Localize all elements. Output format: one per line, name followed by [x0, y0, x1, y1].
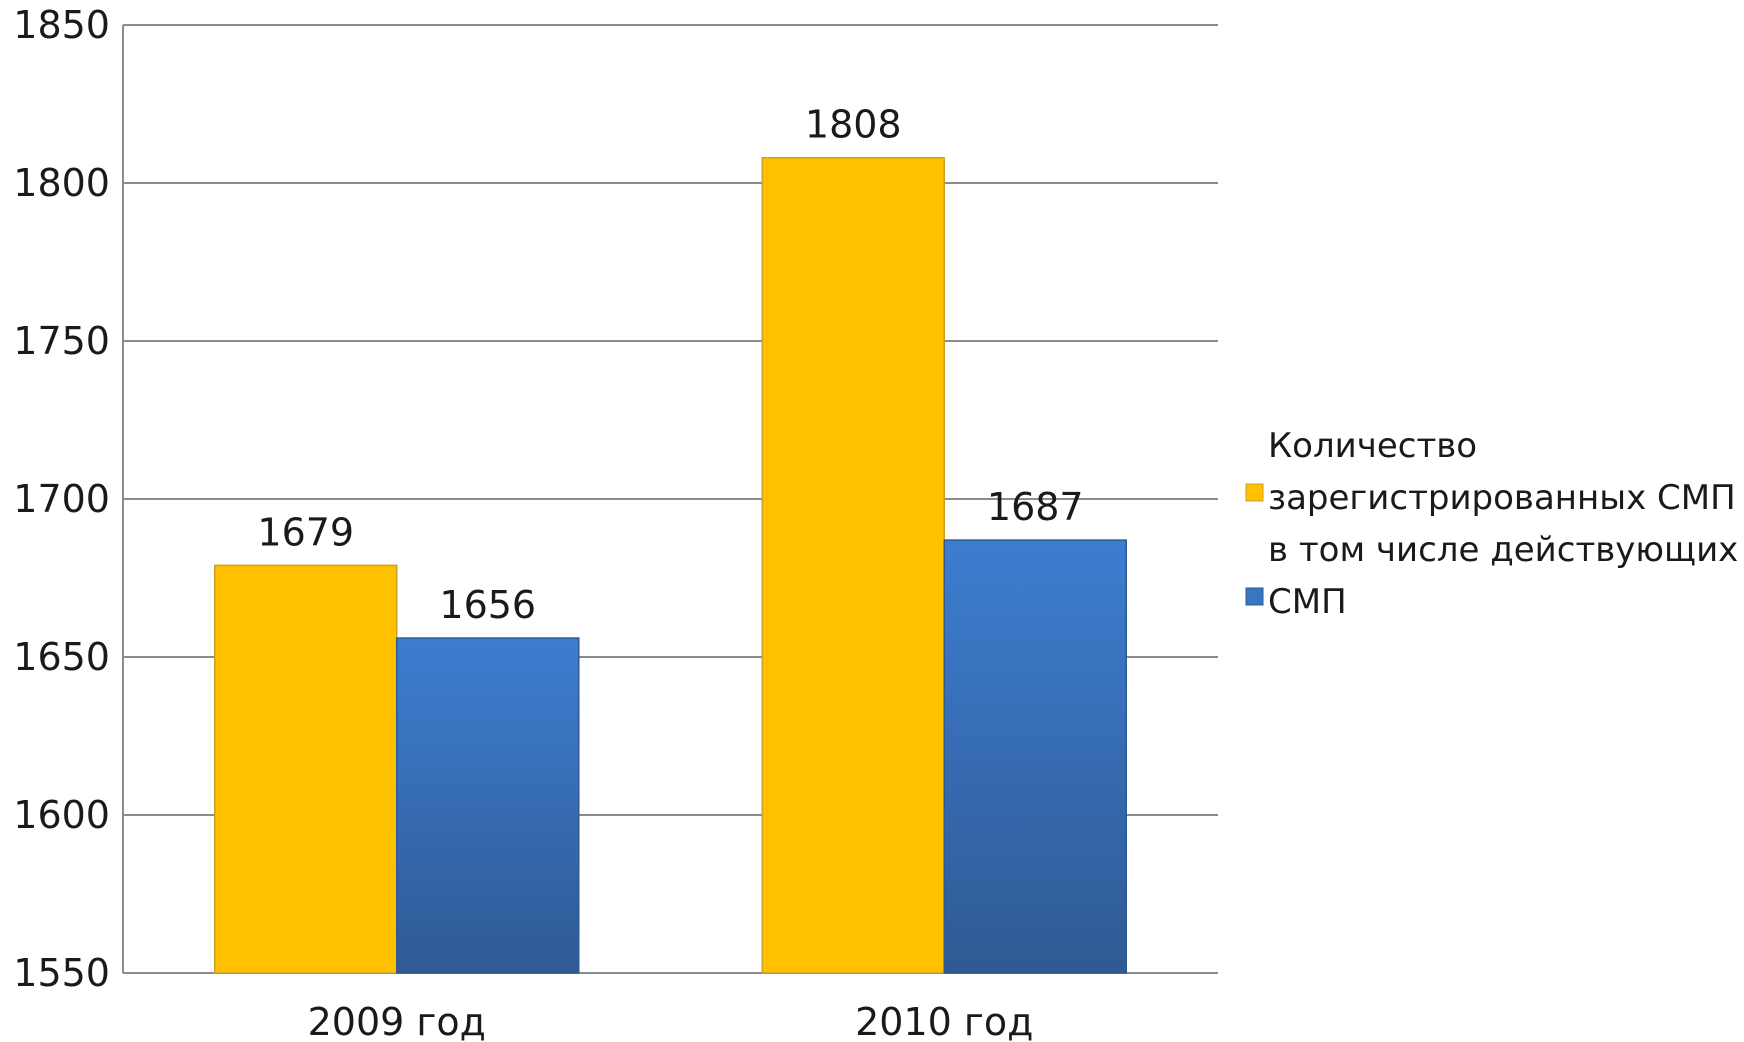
legend: Количество зарегистрированных СМП в том чи…: [1245, 426, 1738, 622]
y-tick-label: 1800: [13, 161, 110, 205]
bars: [214, 156, 1127, 974]
legend-label: в том числе действующих: [1268, 530, 1738, 570]
y-tick-label: 1700: [13, 477, 110, 521]
y-tick-label: 1550: [13, 951, 110, 995]
data-labels: 1679 1656 1808 1687: [257, 103, 1083, 627]
data-label: 1808: [805, 103, 902, 147]
data-label: 1679: [257, 510, 354, 554]
bar-active-0: [396, 637, 580, 974]
y-tick-label: 1600: [13, 793, 110, 837]
bar-registered-1: [761, 156, 945, 974]
data-label: 1656: [439, 583, 536, 627]
x-category-label: 2009 год: [308, 1000, 486, 1042]
bar-active-1: [943, 539, 1127, 974]
bar-registered-0: [214, 564, 398, 974]
y-tick-label: 1750: [13, 319, 110, 363]
legend-label: Количество: [1268, 426, 1477, 466]
x-category-label: 2010 год: [855, 1000, 1033, 1042]
legend-label: зарегистрированных СМП: [1268, 478, 1736, 518]
x-axis-categories: 2009 год 2010 год: [308, 1000, 1034, 1042]
y-tick-label: 1650: [13, 635, 110, 679]
y-tick-label: 1850: [13, 3, 110, 47]
legend-swatch-active: [1245, 587, 1264, 606]
y-axis-ticks: 1550 1600 1650 1700 1750 1800 1850: [13, 3, 110, 995]
data-label: 1687: [987, 485, 1084, 529]
legend-swatch-registered: [1245, 483, 1264, 502]
legend-label: СМП: [1268, 582, 1347, 622]
